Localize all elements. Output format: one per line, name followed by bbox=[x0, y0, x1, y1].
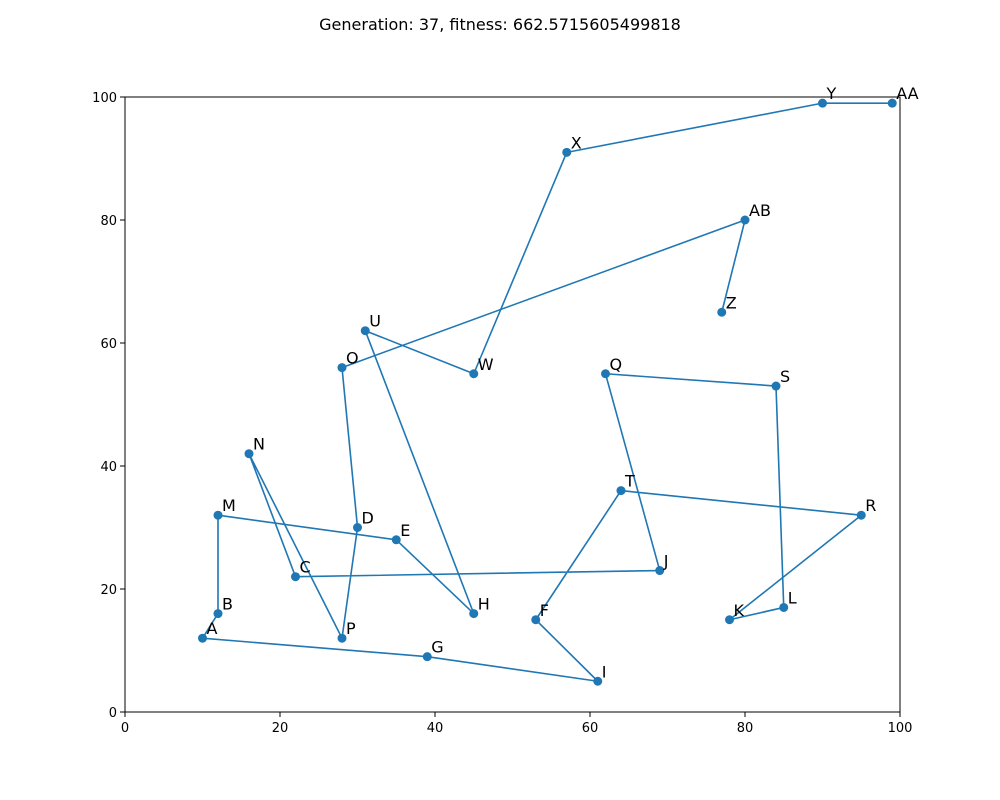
city-label: T bbox=[624, 472, 635, 491]
city-point bbox=[655, 566, 665, 576]
city-label: C bbox=[300, 558, 311, 577]
city-point bbox=[291, 572, 300, 582]
city-label: Y bbox=[826, 84, 837, 103]
city-point bbox=[337, 633, 347, 643]
city-point bbox=[469, 369, 479, 379]
point-labels: A G I F T R K L S Q J C N P D O AB Z B M E H U W X Y AA bbox=[207, 84, 919, 681]
x-tick-label: 100 bbox=[888, 721, 913, 736]
city-label: Q bbox=[610, 355, 623, 374]
city-point bbox=[213, 609, 223, 619]
city-point bbox=[740, 215, 750, 225]
city-point bbox=[531, 615, 541, 625]
city-label: B bbox=[222, 595, 233, 614]
city-point bbox=[360, 326, 370, 336]
city-point bbox=[244, 449, 254, 459]
city-label: AB bbox=[749, 201, 771, 220]
city-point bbox=[887, 98, 897, 108]
route-line bbox=[202, 219, 863, 683]
city-label: X bbox=[571, 133, 582, 152]
y-tick-label: 20 bbox=[100, 583, 117, 598]
city-label: Z bbox=[726, 293, 737, 312]
city-label: S bbox=[780, 367, 790, 386]
city-point bbox=[601, 369, 610, 379]
city-label: F bbox=[540, 601, 549, 620]
city-point bbox=[469, 609, 479, 619]
route-points bbox=[198, 98, 897, 686]
city-label: R bbox=[865, 496, 876, 515]
x-tick-label: 40 bbox=[427, 721, 444, 736]
city-label: E bbox=[400, 521, 410, 540]
city-point bbox=[353, 523, 362, 532]
city-label: G bbox=[431, 638, 443, 657]
x-tick-label: 60 bbox=[582, 721, 599, 736]
x-tick-label: 80 bbox=[737, 721, 754, 736]
city-point bbox=[391, 535, 401, 545]
city-label: A bbox=[207, 619, 218, 638]
x-tick-label: 0 bbox=[121, 721, 129, 736]
city-point bbox=[616, 486, 626, 496]
city-label: D bbox=[362, 509, 374, 528]
route-lines bbox=[201, 102, 893, 683]
city-label: L bbox=[788, 588, 797, 607]
axis-ticks: 0 20 40 60 80 100 0 20 40 60 80 100 bbox=[92, 91, 912, 736]
city-point bbox=[856, 510, 866, 520]
city-label: J bbox=[663, 552, 669, 571]
y-tick-label: 0 bbox=[109, 706, 117, 721]
route-line bbox=[201, 102, 893, 639]
y-tick-label: 40 bbox=[100, 460, 117, 475]
city-point bbox=[337, 363, 347, 373]
x-tick-label: 20 bbox=[272, 721, 289, 736]
city-point bbox=[779, 602, 789, 612]
city-point bbox=[422, 652, 432, 662]
city-label: AA bbox=[896, 84, 918, 103]
city-point bbox=[213, 510, 223, 520]
y-tick-label: 100 bbox=[92, 91, 117, 106]
chart-title: Generation: 37, fitness: 662.57156054998… bbox=[319, 15, 681, 34]
city-point bbox=[725, 615, 734, 625]
y-tick-label: 60 bbox=[100, 337, 117, 352]
city-label: M bbox=[222, 496, 236, 515]
city-label: O bbox=[346, 349, 359, 368]
city-label: H bbox=[478, 595, 490, 614]
city-point bbox=[593, 676, 603, 686]
plot-frame bbox=[124, 96, 901, 713]
y-tick-label: 80 bbox=[100, 214, 117, 229]
city-point bbox=[771, 381, 781, 391]
city-label: K bbox=[734, 601, 745, 620]
city-label: W bbox=[478, 355, 494, 374]
city-point bbox=[818, 98, 827, 108]
city-label: P bbox=[346, 619, 356, 638]
city-point bbox=[198, 633, 207, 643]
city-point bbox=[562, 147, 572, 157]
city-label: I bbox=[602, 662, 607, 681]
city-label: N bbox=[253, 435, 265, 454]
city-label: U bbox=[369, 312, 381, 331]
city-point bbox=[717, 307, 727, 317]
